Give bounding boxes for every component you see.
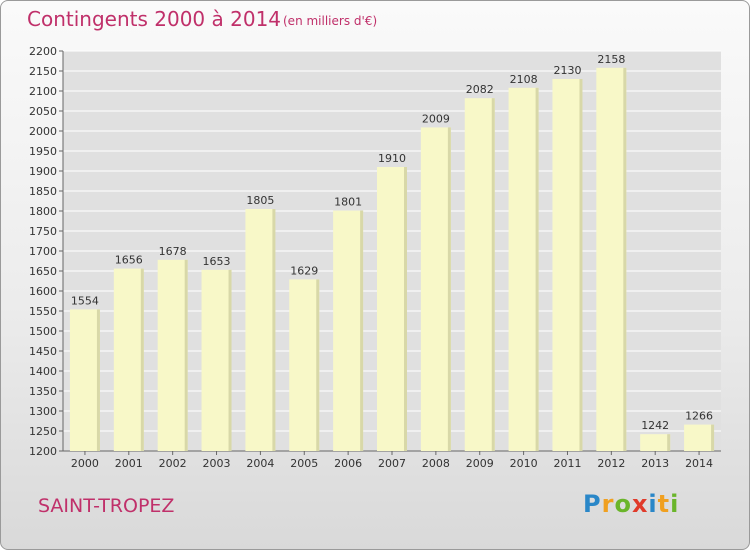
- data-label: 1801: [334, 196, 362, 209]
- logo-letter: o: [614, 490, 632, 518]
- x-tick-label: 2003: [203, 457, 231, 470]
- y-tick-label: 1200: [29, 445, 57, 458]
- bar-shade: [491, 98, 495, 451]
- y-tick-label: 1950: [29, 145, 57, 158]
- logo-letter: x: [631, 490, 649, 518]
- commune-name: SAINT-TROPEZ: [38, 495, 175, 517]
- x-tick-label: 2014: [685, 457, 713, 470]
- y-tick-label: 2000: [29, 125, 57, 138]
- bar: [508, 87, 539, 452]
- y-tick-label: 1600: [29, 285, 57, 298]
- data-label: 2130: [553, 64, 581, 77]
- y-tick-label: 1750: [29, 225, 57, 238]
- bar-shade: [404, 167, 407, 451]
- x-tick-label: 2013: [641, 457, 669, 470]
- y-tick-label: 2100: [29, 85, 57, 98]
- y-tick-label: 1900: [29, 165, 57, 178]
- bar: [596, 67, 627, 452]
- bar-shade: [535, 87, 539, 452]
- data-label: 1242: [641, 419, 669, 432]
- data-label: 2158: [597, 53, 625, 66]
- bar-shade: [96, 309, 100, 451]
- bar-shade: [316, 279, 320, 451]
- bar-shade: [272, 209, 276, 451]
- x-tick-label: 2000: [71, 457, 99, 470]
- bar: [157, 259, 188, 451]
- bar: [552, 79, 583, 451]
- bar: [245, 209, 276, 451]
- y-tick-label: 1850: [29, 185, 57, 198]
- x-tick-label: 2001: [115, 457, 143, 470]
- bar: [684, 424, 715, 451]
- x-tick-label: 2005: [290, 457, 318, 470]
- bar-shade: [184, 259, 188, 451]
- y-tick-label: 2200: [29, 45, 57, 58]
- y-tick-label: 1550: [29, 305, 57, 318]
- y-tick-label: 1650: [29, 265, 57, 278]
- x-tick-label: 2004: [246, 457, 274, 470]
- bar: [113, 268, 144, 451]
- data-label: 1910: [378, 152, 406, 165]
- data-label: 1678: [159, 245, 187, 258]
- x-tick-label: 2009: [466, 457, 494, 470]
- x-tick-label: 2008: [422, 457, 450, 470]
- data-label: 2009: [422, 112, 450, 125]
- bar: [201, 269, 232, 451]
- bar-shade: [579, 79, 583, 451]
- bar-shade: [447, 127, 451, 452]
- data-label: 1266: [685, 410, 713, 423]
- logo-letter: P: [583, 490, 602, 518]
- bar: [464, 98, 495, 451]
- data-label: 1805: [246, 194, 274, 207]
- bar-shade: [711, 424, 715, 451]
- data-label: 1653: [203, 255, 231, 268]
- bar: [289, 279, 320, 451]
- data-label: 2108: [510, 73, 538, 86]
- y-tick-label: 1250: [29, 425, 57, 438]
- data-label: 1554: [71, 294, 99, 307]
- data-label: 1656: [115, 254, 143, 267]
- y-tick-label: 1300: [29, 405, 57, 418]
- y-tick-label: 1800: [29, 205, 57, 218]
- y-tick-label: 2050: [29, 105, 57, 118]
- proxiti-logo: Proxiti: [583, 490, 679, 518]
- x-tick-label: 2002: [159, 457, 187, 470]
- y-tick-label: 2150: [29, 65, 57, 78]
- x-tick-label: 2010: [510, 457, 538, 470]
- chart-subtitle: (en milliers d'€): [283, 14, 378, 28]
- x-tick-label: 2007: [378, 457, 406, 470]
- x-tick-label: 2011: [553, 457, 581, 470]
- x-tick-label: 2012: [597, 457, 625, 470]
- logo-letter: i: [648, 490, 658, 518]
- bar-shade: [228, 269, 232, 451]
- y-tick-label: 1400: [29, 365, 57, 378]
- y-tick-label: 1700: [29, 245, 57, 258]
- bar: [420, 127, 451, 452]
- y-tick-label: 1350: [29, 385, 57, 398]
- bar-shade: [140, 268, 144, 451]
- data-label: 1629: [290, 264, 318, 277]
- logo-letter: i: [670, 490, 680, 518]
- chart-title: Contingents 2000 à 2014: [27, 7, 282, 31]
- y-tick-label: 1450: [29, 345, 57, 358]
- bar: [333, 210, 364, 451]
- y-tick-label: 1500: [29, 325, 57, 338]
- bar: [640, 434, 671, 451]
- logo-letter: r: [601, 490, 615, 518]
- bar-shade: [623, 67, 627, 452]
- bar-shade: [360, 210, 364, 451]
- bar-shade: [667, 434, 671, 451]
- logo-letter: t: [657, 490, 671, 518]
- bar: [69, 309, 100, 451]
- x-tick-label: 2006: [334, 457, 362, 470]
- data-label: 2082: [466, 83, 494, 96]
- bar: [377, 167, 407, 451]
